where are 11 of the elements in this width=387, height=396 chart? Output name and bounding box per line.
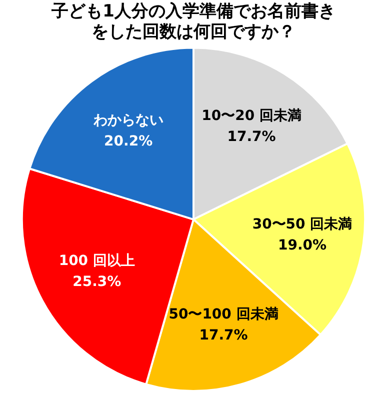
- slice-label: 100 回以上: [58, 253, 135, 270]
- data-label: 19.0%: [278, 237, 327, 254]
- data-label: 17.7%: [199, 328, 248, 344]
- slice-label: 30〜50 回未満: [252, 216, 352, 232]
- slice-label: 50〜100 回未満: [168, 306, 278, 323]
- data-label: 25.3%: [72, 274, 122, 290]
- slice-label: わからない: [92, 112, 164, 129]
- data-label: 20.2%: [104, 134, 153, 150]
- data-label: 17.7%: [227, 128, 276, 145]
- chart-title: 子ども1人分の入学準備でお名前書きをした回数は何回ですか？: [50, 2, 336, 42]
- slice-label: 10〜20 回未満: [202, 108, 302, 124]
